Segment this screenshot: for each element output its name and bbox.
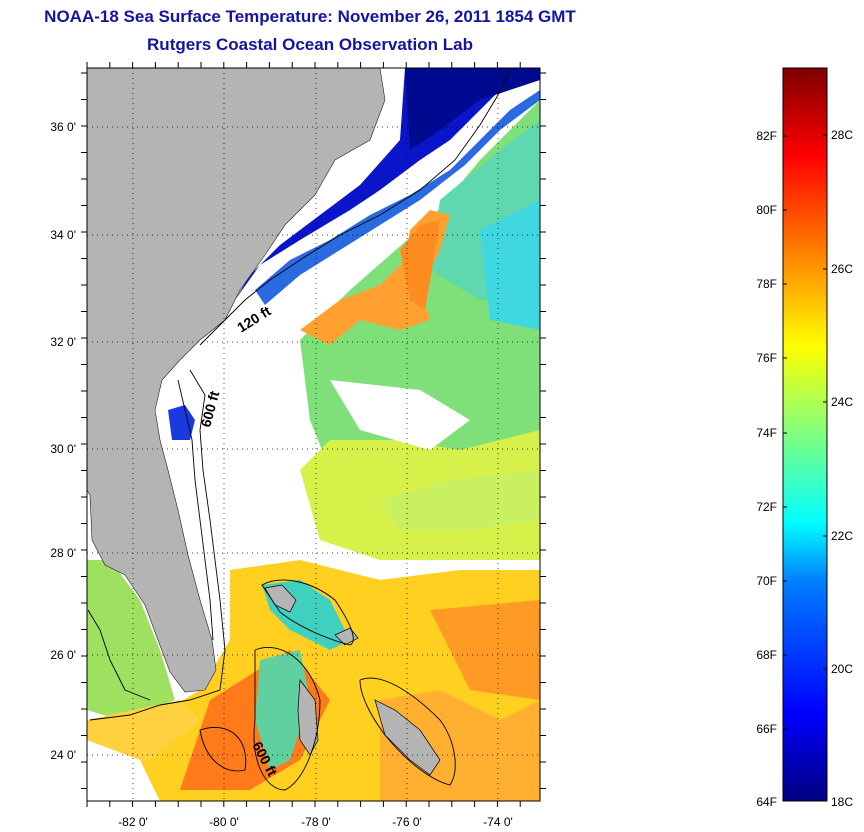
colorbar-f-label: 64F (756, 795, 777, 809)
frame-ticks (81, 62, 546, 807)
map-body (87, 68, 540, 801)
map-title: NOAA-18 Sea Surface Temperature: Novembe… (44, 7, 576, 26)
colorbar-f-labels: 82F 80F 78F 76F 74F 72F 70F 68F 66F 64F (756, 129, 777, 809)
colorbar-f-label: 66F (756, 722, 777, 736)
lon-label: -76 0' (392, 815, 422, 829)
depth-contours (87, 69, 511, 791)
map-frame (86, 67, 541, 802)
colorbar-f-label: 72F (756, 500, 777, 514)
map-subtitle: Rutgers Coastal Ocean Observation Lab (147, 35, 473, 54)
colorbar-c-label: 18C (831, 795, 853, 809)
colorbar-c-labels: 28C 26C 24C 22C 20C 18C (831, 128, 853, 809)
colorbar-c-label: 24C (831, 395, 853, 409)
lat-labels: 36 0' 34 0' 32 0' 30 0' 28 0' 26 0' 24 0… (50, 120, 76, 762)
colorbar-f-label: 82F (756, 129, 777, 143)
lon-labels: -82 0' -80 0' -78 0' -76 0' -74 0' (118, 815, 513, 829)
bahamas-islands (264, 584, 441, 776)
lat-label: 26 0' (50, 648, 76, 662)
graticule (87, 68, 540, 801)
colorbar-c-label: 28C (831, 128, 853, 142)
colorbar-f-label: 78F (756, 277, 777, 291)
lon-label: -82 0' (118, 815, 148, 829)
colorbar (782, 67, 828, 802)
colorbar-f-label: 70F (756, 574, 777, 588)
lat-label: 24 0' (50, 748, 76, 762)
colorbar-f-label: 76F (756, 351, 777, 365)
colorbar-c-label: 20C (831, 662, 853, 676)
lat-label: 28 0' (50, 546, 76, 560)
lat-label: 34 0' (50, 228, 76, 242)
colorbar-f-label: 68F (756, 648, 777, 662)
lat-label: 36 0' (50, 120, 76, 134)
lat-label: 30 0' (50, 442, 76, 456)
lon-label: -80 0' (209, 815, 239, 829)
colorbar-f-label: 80F (756, 203, 777, 217)
colorbar-c-label: 22C (831, 529, 853, 543)
colorbar-c-label: 26C (831, 262, 853, 276)
lon-label: -74 0' (483, 815, 513, 829)
land-mass (87, 68, 386, 693)
lon-label: -78 0' (301, 815, 331, 829)
colorbar-ticks (783, 134, 827, 730)
colorbar-f-label: 74F (756, 426, 777, 440)
lat-label: 32 0' (50, 335, 76, 349)
